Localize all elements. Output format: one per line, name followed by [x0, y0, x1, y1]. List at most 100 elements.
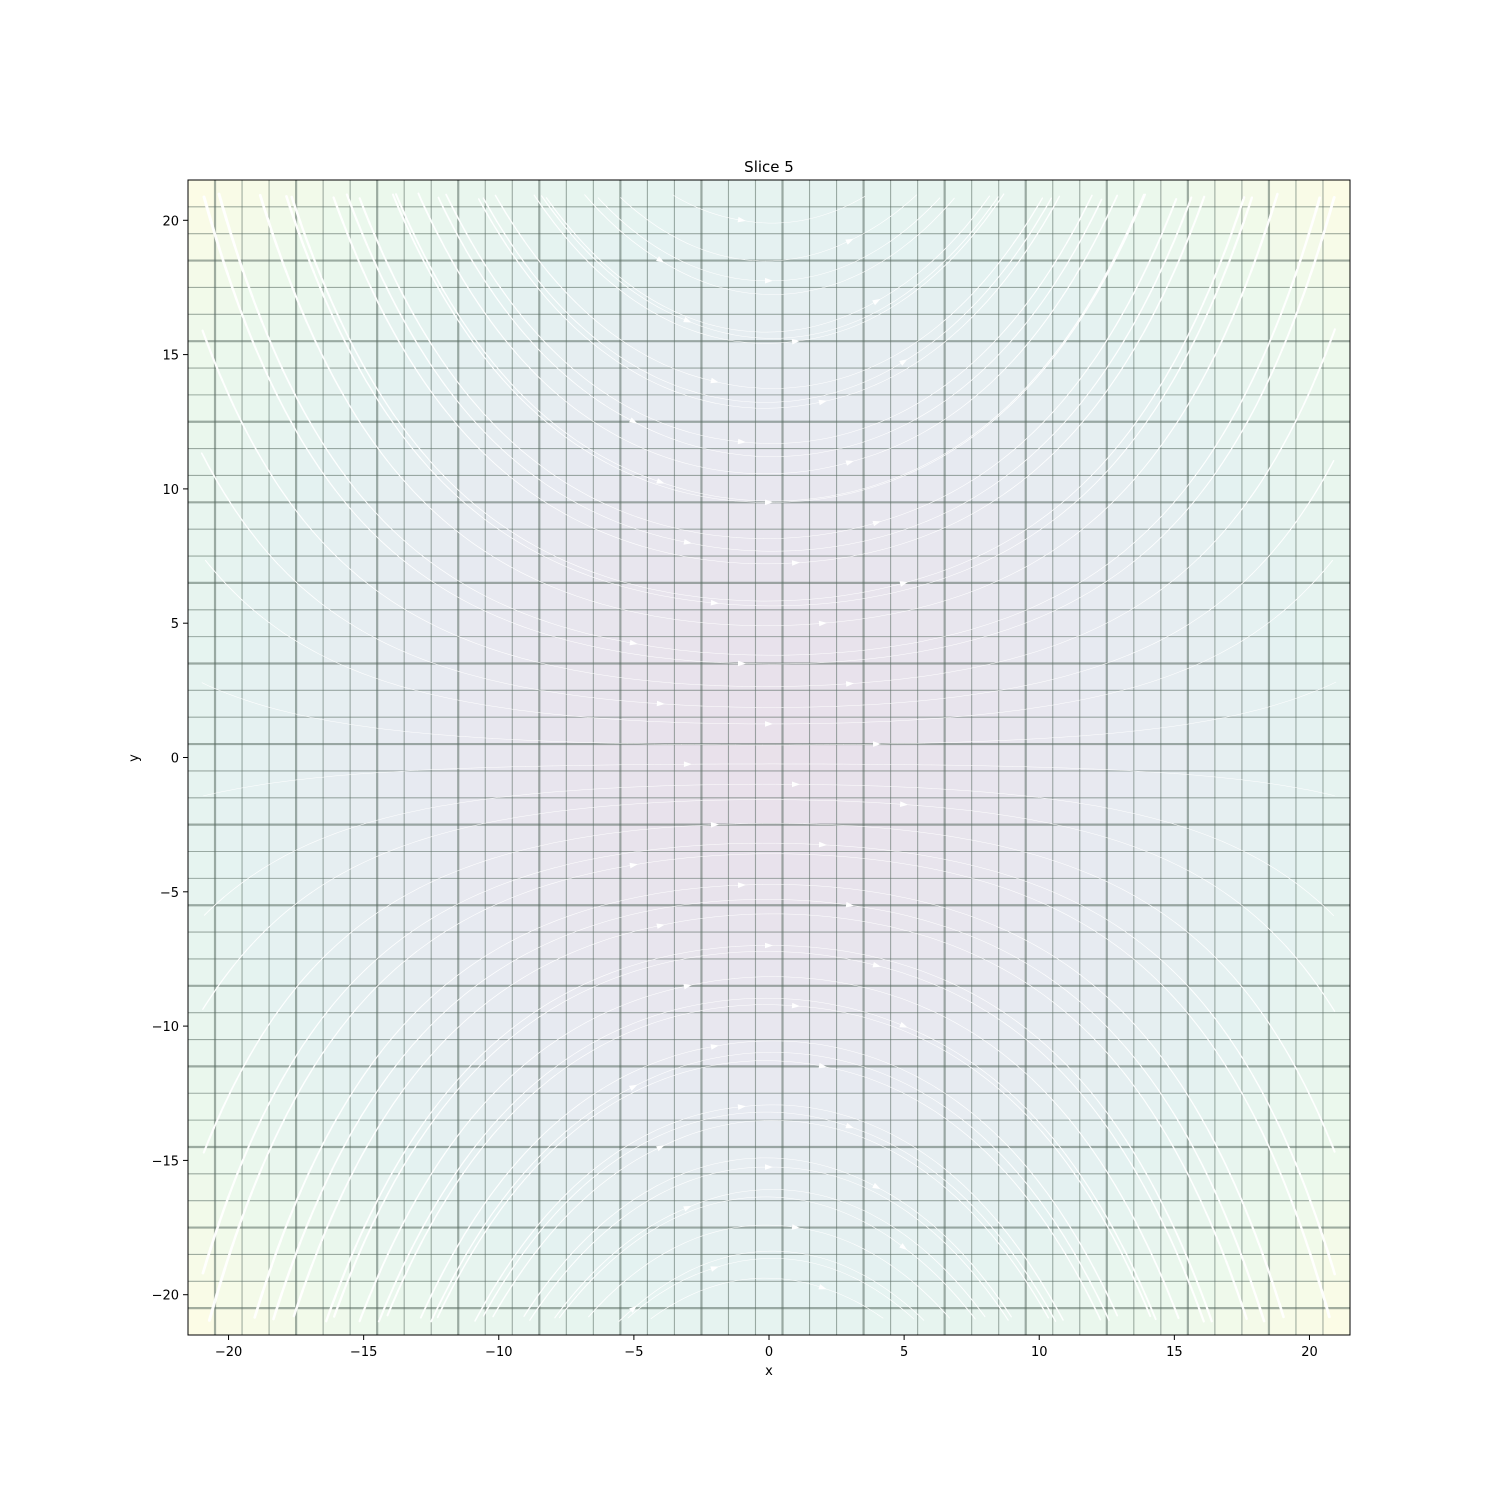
streamline — [669, 956, 697, 963]
streamline — [227, 1170, 240, 1198]
background-cell — [296, 932, 324, 960]
background-cell — [1187, 1173, 1216, 1202]
background-cell — [917, 582, 946, 611]
streamline — [593, 697, 621, 701]
background-cell — [1052, 1200, 1081, 1229]
streamline — [514, 1054, 537, 1074]
streamline — [472, 335, 490, 358]
streamline — [1041, 1203, 1058, 1227]
background-cell — [782, 1254, 811, 1282]
streamline — [390, 770, 419, 773]
background-cell — [404, 1039, 432, 1067]
streamline — [468, 335, 486, 359]
streamline — [461, 908, 486, 923]
streamline — [271, 475, 288, 499]
background-cell — [539, 663, 567, 691]
streamline — [861, 1053, 888, 1064]
x-tick-label: 5 — [900, 1345, 908, 1360]
background-cell — [377, 421, 405, 450]
background-cell — [701, 636, 730, 665]
streamline — [1146, 771, 1175, 774]
background-cell — [1268, 636, 1297, 665]
background-cell — [512, 824, 540, 853]
background-cell — [323, 1039, 351, 1067]
background-cell — [296, 905, 324, 933]
background-cell — [1268, 744, 1297, 772]
streamline — [855, 857, 884, 861]
streamline — [1298, 235, 1310, 264]
streamline — [668, 552, 696, 559]
streamline — [508, 565, 534, 579]
streamline — [520, 1077, 542, 1097]
background-cell — [674, 1066, 703, 1094]
background-cell — [647, 985, 676, 1014]
streamline — [545, 197, 564, 220]
streamline — [760, 1250, 789, 1253]
background-cell — [1295, 690, 1324, 718]
background-cell — [458, 717, 486, 745]
streamline — [504, 952, 529, 967]
streamline — [649, 1055, 676, 1065]
background-cell — [944, 260, 973, 289]
streamline — [1233, 496, 1252, 520]
streamline — [728, 1004, 756, 1007]
streamline — [962, 226, 981, 248]
streamline — [1132, 459, 1152, 481]
streamline — [368, 222, 382, 249]
streamline — [1179, 1083, 1196, 1108]
streamline — [1167, 1233, 1181, 1260]
streamline — [1016, 1020, 1039, 1039]
streamline — [821, 315, 848, 325]
background-cell — [890, 1173, 919, 1202]
streamline — [1074, 1173, 1091, 1197]
background-cell — [917, 1308, 946, 1335]
background-cell — [323, 878, 351, 906]
streamline — [634, 848, 662, 853]
background-cell — [593, 744, 621, 772]
streamline — [221, 379, 235, 407]
background-cell — [890, 502, 919, 530]
streamline — [1066, 990, 1089, 1009]
streamline — [958, 507, 983, 522]
streamline — [1099, 1161, 1116, 1186]
background-cell — [539, 770, 567, 799]
streamline — [1259, 1126, 1273, 1153]
streamline — [966, 349, 987, 369]
background-cell — [836, 394, 865, 423]
streamline — [849, 846, 878, 850]
background-cell — [242, 609, 270, 638]
streamline — [998, 948, 1023, 962]
streamline — [1041, 1131, 1060, 1153]
background-cell — [512, 663, 540, 691]
streamline — [383, 843, 409, 854]
streamline — [1129, 893, 1154, 908]
streamline — [817, 595, 845, 599]
background-cell — [1268, 394, 1297, 423]
streamline — [640, 214, 664, 231]
streamline — [818, 1124, 845, 1132]
background-cell — [998, 368, 1027, 396]
streamline — [435, 1084, 454, 1107]
streamline — [651, 430, 678, 441]
streamline — [848, 385, 875, 396]
streamline — [308, 246, 321, 274]
streamline — [980, 577, 1006, 589]
background-cell — [215, 287, 243, 315]
streamline — [1079, 194, 1093, 221]
streamline — [567, 515, 593, 528]
streamline — [951, 741, 979, 743]
streamline — [977, 840, 1004, 848]
background-cell — [890, 475, 919, 503]
streamline — [822, 844, 851, 847]
background-cell — [998, 341, 1027, 369]
streamline — [584, 257, 605, 278]
streamline — [1002, 248, 1020, 272]
streamline-arrow — [683, 1205, 692, 1212]
streamline — [1220, 583, 1242, 602]
streamline — [1193, 1186, 1207, 1213]
streamline — [795, 1168, 823, 1174]
streamline — [1112, 730, 1141, 734]
streamline — [304, 715, 332, 722]
background-cell — [647, 206, 676, 235]
background-cell — [1214, 1308, 1243, 1335]
